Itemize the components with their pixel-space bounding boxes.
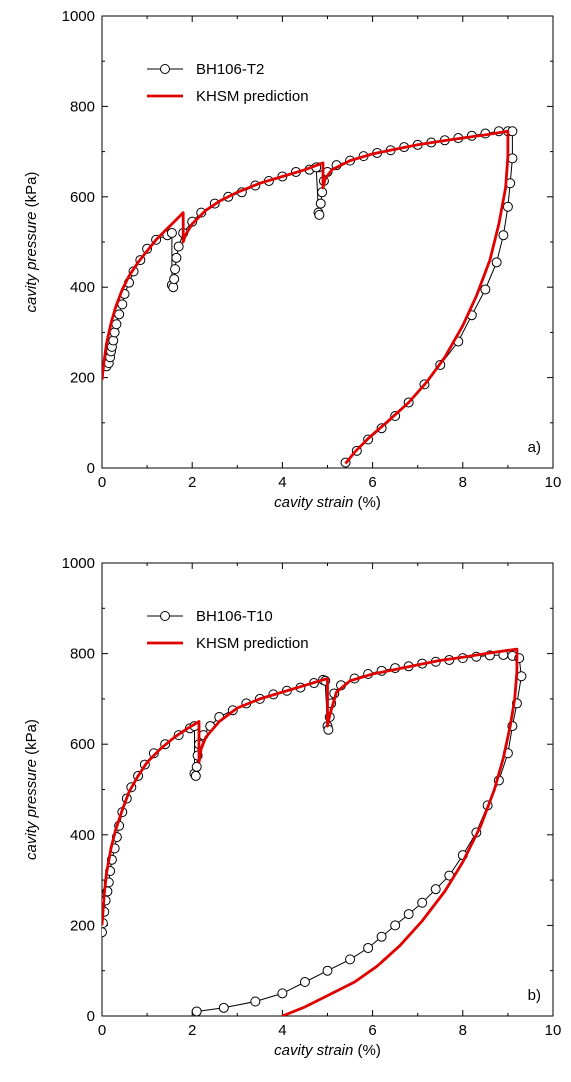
data-point-measured: [277, 988, 288, 999]
y-axis-label: cavity pressure (kPa): [23, 719, 40, 860]
x-tick-label: 2: [188, 1022, 196, 1039]
y-tick-label: 800: [70, 98, 95, 115]
x-tick-label: 6: [368, 474, 376, 491]
plot-area: [102, 126, 518, 468]
data-point-measured: [480, 284, 491, 295]
data-point-measured: [417, 897, 428, 908]
x-tick-label: 8: [459, 474, 467, 491]
data-point-measured: [102, 927, 107, 938]
y-axis-label: cavity pressure (kPa): [23, 172, 40, 313]
y-axis-label-unit: (kPa): [23, 719, 40, 759]
plot-area: [102, 647, 527, 1016]
panel-label: b): [528, 987, 541, 1004]
x-axis-label: cavity strain (%): [274, 494, 381, 511]
y-axis-label-unit: (kPa): [23, 172, 40, 212]
y-tick-label: 400: [70, 279, 95, 296]
data-point-measured: [314, 209, 325, 220]
data-point-measured: [322, 965, 333, 976]
data-point-measured: [168, 282, 179, 293]
legend-label-prediction: KHSM prediction: [196, 88, 309, 105]
data-point-measured: [148, 748, 159, 759]
x-tick-label: 10: [545, 1022, 562, 1039]
data-point-measured: [170, 264, 181, 275]
data-point-measured: [390, 920, 401, 931]
legend-marker-measured: [160, 611, 170, 621]
y-axis-label-italic: cavity pressure: [23, 212, 40, 313]
x-axis-label: cavity strain (%): [274, 1042, 381, 1059]
data-point-measured: [171, 252, 182, 263]
data-point-measured: [250, 996, 261, 1007]
plot-frame: [101, 15, 554, 469]
legend-label-measured: BH106-T10: [196, 608, 273, 625]
x-axis-label-italic: cavity strain: [274, 1042, 353, 1059]
data-point-measured: [191, 1006, 202, 1016]
y-tick-label: 0: [87, 1008, 95, 1025]
data-point-measured: [491, 257, 502, 268]
data-point-measured: [376, 931, 387, 942]
x-axis-label-unit: (%): [353, 1042, 381, 1059]
y-tick-label: 200: [70, 370, 95, 387]
plot-frame: [101, 562, 554, 1017]
x-tick-label: 0: [98, 1022, 106, 1039]
data-point-measured: [403, 909, 414, 920]
data-point-measured: [430, 884, 441, 895]
y-tick-label: 1000: [62, 555, 95, 572]
x-tick-label: 0: [98, 474, 106, 491]
series-line-prediction: [102, 129, 510, 465]
data-point-measured: [317, 187, 328, 198]
legend-marker-measured: [160, 64, 170, 74]
data-point-measured: [190, 770, 201, 781]
data-point-measured: [169, 274, 180, 285]
x-tick-label: 4: [278, 1022, 286, 1039]
y-tick-label: 1000: [62, 8, 95, 25]
data-point-measured: [196, 207, 207, 218]
data-point-measured: [166, 227, 177, 238]
x-tick-label: 4: [278, 474, 286, 491]
data-point-measured: [114, 309, 125, 320]
panel-label: a): [528, 439, 541, 456]
y-tick-label: 600: [70, 189, 95, 206]
data-point-measured: [111, 319, 122, 330]
x-axis-label-italic: cavity strain: [274, 494, 353, 511]
x-tick-label: 2: [188, 474, 196, 491]
y-axis-label-italic: cavity pressure: [23, 759, 40, 860]
chart-panel-a: 0 2 4 6 8 10 0 200 400 600 800 1000 cavity strain (%…: [23, 8, 561, 511]
data-point-measured: [516, 671, 527, 682]
x-axis-label-unit: (%): [353, 494, 381, 511]
y-tick-label: 200: [70, 917, 95, 934]
series-line-measured: [102, 654, 522, 1012]
data-point-measured: [218, 1002, 229, 1013]
data-point-measured: [191, 761, 202, 772]
x-tick-label: 6: [368, 1022, 376, 1039]
data-point-measured: [173, 241, 184, 252]
data-point-measured: [345, 954, 356, 965]
data-point-measured: [363, 943, 374, 954]
y-tick-label: 600: [70, 736, 95, 753]
legend-label-measured: BH106-T2: [196, 61, 264, 78]
y-tick-label: 800: [70, 646, 95, 663]
x-tick-label: 10: [545, 474, 562, 491]
data-point-measured: [299, 977, 310, 988]
series-line-measured: [106, 130, 513, 463]
legend-label-prediction: KHSM prediction: [196, 635, 309, 652]
data-point-measured: [108, 335, 119, 346]
chart-panel-b: 0 2 4 6 8 10 0 200 400 600 800 1000 cavity strain (%…: [23, 555, 561, 1059]
y-tick-label: 0: [87, 460, 95, 477]
x-tick-label: 8: [459, 1022, 467, 1039]
series-line-prediction: [102, 647, 519, 1016]
data-point-measured: [502, 201, 513, 212]
data-point-measured: [498, 230, 509, 241]
data-point-measured: [109, 327, 120, 338]
y-tick-label: 400: [70, 827, 95, 844]
data-point-measured: [315, 198, 326, 209]
